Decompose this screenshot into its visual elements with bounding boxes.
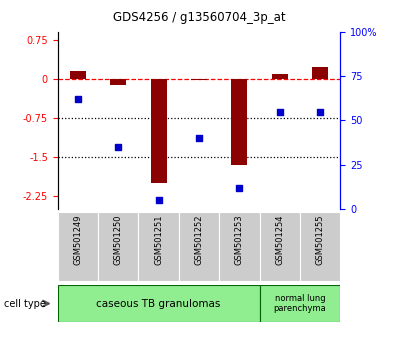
Bar bbox=[259, 212, 300, 281]
Bar bbox=[70, 71, 86, 79]
Text: GSM501253: GSM501253 bbox=[235, 215, 244, 265]
Bar bbox=[150, 79, 167, 183]
Bar bbox=[312, 67, 328, 79]
Text: normal lung
parenchyma: normal lung parenchyma bbox=[273, 294, 326, 313]
Point bbox=[277, 109, 283, 114]
Bar bbox=[231, 79, 248, 165]
Bar bbox=[139, 212, 179, 281]
Bar bbox=[179, 212, 219, 281]
Bar bbox=[191, 79, 207, 80]
Point bbox=[156, 197, 162, 203]
Point bbox=[196, 135, 202, 141]
Text: GSM501254: GSM501254 bbox=[275, 215, 284, 265]
Bar bbox=[110, 79, 126, 85]
Bar bbox=[219, 212, 259, 281]
Text: GSM501249: GSM501249 bbox=[73, 215, 82, 265]
Text: GSM501250: GSM501250 bbox=[114, 215, 123, 265]
Text: GSM501252: GSM501252 bbox=[195, 215, 203, 265]
Bar bbox=[272, 74, 288, 79]
Text: cell type: cell type bbox=[4, 298, 46, 309]
Bar bbox=[300, 212, 340, 281]
Point bbox=[75, 96, 81, 102]
Point bbox=[115, 144, 121, 150]
Text: GDS4256 / g13560704_3p_at: GDS4256 / g13560704_3p_at bbox=[113, 11, 285, 24]
Point bbox=[236, 185, 242, 190]
Point bbox=[317, 109, 323, 114]
Text: GSM501251: GSM501251 bbox=[154, 215, 163, 265]
Bar bbox=[58, 285, 259, 322]
Bar bbox=[259, 285, 340, 322]
Text: GSM501255: GSM501255 bbox=[316, 215, 325, 265]
Bar bbox=[58, 212, 98, 281]
Text: caseous TB granulomas: caseous TB granulomas bbox=[96, 298, 221, 309]
Bar bbox=[98, 212, 139, 281]
